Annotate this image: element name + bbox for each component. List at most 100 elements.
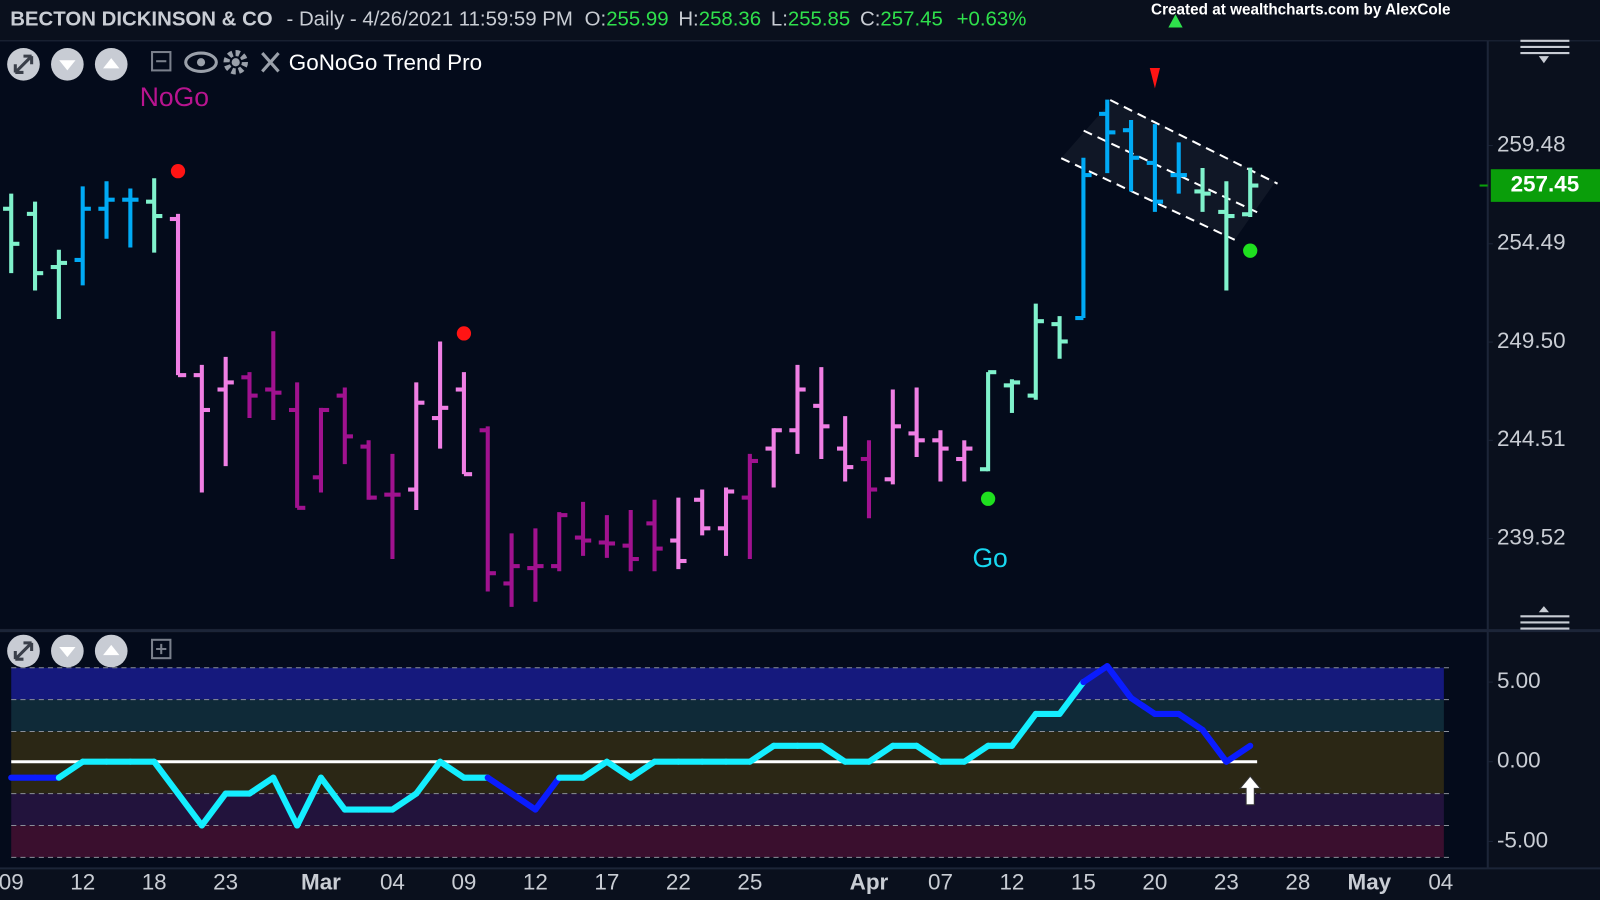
remove-button[interactable] (261, 52, 280, 73)
oscillator-segment (627, 758, 658, 781)
x-tick-label: Apr (850, 870, 889, 895)
collapse-icon (13, 641, 34, 661)
y-tick-label: 5.00 (1497, 668, 1541, 693)
credit: Created at wealthcharts.com by AlexCole (1151, 1, 1451, 18)
oscillator-segment (198, 790, 229, 829)
oscillator-segment (1128, 694, 1158, 717)
oscillator-toolbar (7, 634, 172, 668)
eye-pupil (196, 58, 206, 67)
go-label: Go (972, 543, 1007, 573)
price-panel (0, 40, 1488, 629)
signal-dot (170, 164, 186, 179)
x-tick-label: 09 (451, 870, 476, 895)
ohlc-label: H: (678, 9, 698, 31)
oscillator-segment (55, 758, 86, 781)
x-tick-label: 23 (213, 870, 238, 895)
settings-button[interactable] (223, 50, 248, 75)
x-tick-label: Mar (301, 870, 341, 895)
expand-icon (156, 643, 167, 655)
signal-dot (980, 491, 996, 506)
period: - Daily - 4/26/2021 11:59:59 PM (286, 9, 572, 31)
ohlc-label: O: (585, 9, 607, 31)
settings-hub (231, 58, 240, 67)
ohlc-value: 255.85 (788, 9, 850, 31)
ohlc-value: 257.45 (880, 9, 942, 31)
up-icon (103, 58, 120, 69)
y-tick-label: 249.50 (1497, 328, 1566, 353)
x-tick-label: 04 (380, 870, 405, 895)
minimize-button[interactable] (151, 51, 172, 72)
oscillator-segment (961, 742, 992, 765)
oscillator-segment (746, 742, 777, 765)
x-tick-label: 20 (1142, 870, 1167, 895)
x-tick-label: 25 (737, 870, 762, 895)
oscillator-segment (413, 758, 444, 797)
x-tick-label: 18 (142, 870, 167, 895)
x-tick-label: 15 (1071, 870, 1096, 895)
up-icon (103, 644, 120, 656)
signal-dot (456, 326, 472, 341)
x-tick-label: 12 (523, 870, 548, 895)
axis-menu[interactable] (1520, 606, 1570, 630)
price-toolbar: GoNoGo Trend Pro (7, 47, 482, 81)
change: +0.63% (957, 9, 1027, 31)
oscillator-band (11, 699, 1444, 732)
indicator-name: GoNoGo Trend Pro (289, 50, 482, 75)
oscillator-segment (913, 742, 944, 765)
axis-menu[interactable] (1520, 39, 1570, 64)
last-price-label: 257.45 (1511, 171, 1580, 196)
oscillator-segment (1080, 663, 1111, 686)
x-tick-label: May (1348, 870, 1392, 895)
signal-arrow (1238, 775, 1262, 806)
x-tick-label: 22 (666, 870, 691, 895)
oscillator-segment (270, 774, 301, 829)
oscillator-segment (1175, 710, 1206, 733)
oscillator-segment (1199, 726, 1230, 765)
oscillator-segment (508, 790, 539, 813)
down-icon (59, 60, 76, 71)
y-tick-label: 254.49 (1497, 230, 1566, 255)
change-up-icon (1168, 14, 1183, 28)
oscillator-segment (437, 758, 467, 781)
x-tick-label: 28 (1285, 870, 1310, 895)
x-tick-label: 12 (999, 870, 1024, 895)
collapse-icon (13, 54, 34, 74)
y-tick-label: 0.00 (1497, 748, 1541, 773)
down-icon (59, 646, 76, 658)
ohlc-label: L: (771, 9, 788, 31)
x-tick-label: 12 (70, 870, 95, 895)
header: BECTON DICKINSON & CO - Daily - 4/26/202… (10, 9, 1026, 31)
visibility-button[interactable] (184, 51, 218, 73)
expand-button[interactable] (151, 638, 172, 660)
oscillator-segment (1008, 710, 1039, 749)
ohlc-label: C: (860, 9, 880, 31)
oscillator-segment (484, 774, 515, 797)
y-tick-label: -5.00 (1497, 827, 1548, 852)
oscillator-segment (865, 742, 896, 765)
oscillator-segment (818, 742, 849, 765)
x-tick-label: 07 (928, 870, 953, 895)
nogo-label: NoGo (140, 82, 209, 112)
x-tick-label: 17 (594, 870, 619, 895)
x-tick-label: 23 (1214, 870, 1239, 895)
signal-dot (1243, 243, 1258, 258)
x-tick-label: 09 (0, 870, 24, 895)
oscillator-segment (246, 774, 277, 797)
channel-lower (1060, 157, 1236, 241)
y-tick-label: 259.48 (1497, 131, 1566, 156)
oscillator-segment (174, 790, 205, 829)
oscillator-band (11, 667, 1444, 700)
x-tick-label: 04 (1428, 870, 1453, 895)
oscillator-segment (294, 774, 325, 829)
oscillator-segment (580, 758, 610, 781)
signal-triangle (1149, 68, 1160, 89)
oscillator-segment (1056, 679, 1087, 717)
oscillator-segment (151, 758, 182, 797)
oscillator-segment (389, 790, 420, 813)
oscillator-segment (1223, 742, 1254, 765)
last-price-box (1490, 169, 1600, 202)
ohlc-value: 258.36 (699, 9, 761, 31)
oscillator-segment (603, 758, 634, 781)
y-tick-label: 239.52 (1497, 524, 1566, 549)
